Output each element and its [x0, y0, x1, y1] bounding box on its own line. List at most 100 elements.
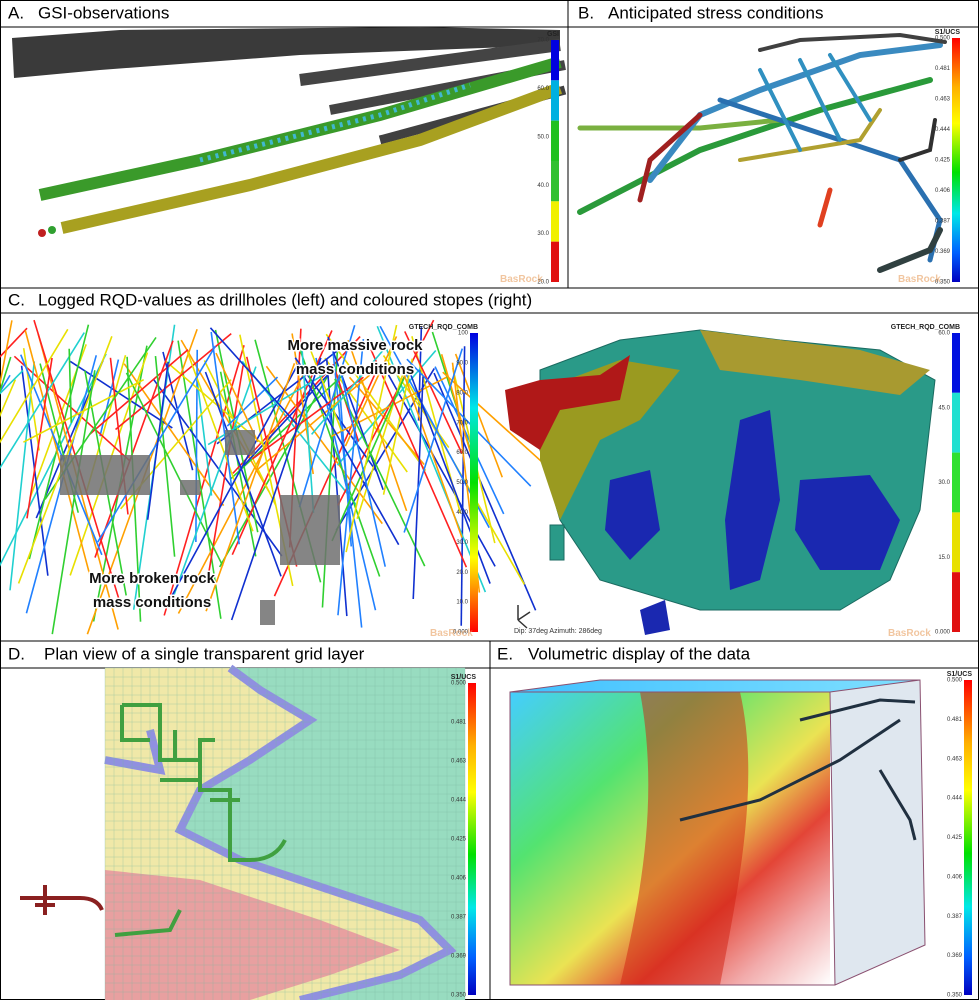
drillhole	[348, 376, 425, 466]
drillhole	[152, 378, 283, 557]
colorbar-tick-label: 0.350	[947, 993, 963, 999]
colorbar-tick-label: 0.481	[451, 720, 467, 726]
panel-title: GSI-observations	[38, 3, 169, 22]
grid-layer	[20, 664, 466, 1000]
drillhole	[209, 327, 298, 425]
drillhole	[345, 324, 398, 553]
colorbar-tick-label: 0.369	[947, 953, 963, 959]
colorbar-tick-label: 40.0	[537, 183, 549, 189]
annotation: mass conditions	[296, 361, 414, 378]
drillhole	[177, 374, 304, 614]
drillhole	[115, 332, 232, 431]
drillhole	[69, 360, 173, 429]
drillhole	[440, 354, 475, 463]
colorbar-tick-label: 0.463	[451, 759, 467, 765]
drillhole	[311, 345, 388, 435]
drillhole	[433, 372, 537, 611]
drillhole	[28, 324, 90, 560]
colorbar-tick-label: 100	[458, 331, 469, 337]
drillhole	[9, 361, 36, 591]
colorbar-title: S1/UCS	[451, 674, 477, 681]
volume	[509, 679, 926, 986]
drillhole	[340, 373, 387, 567]
panel-title: Plan view of a single transparent grid l…	[44, 644, 365, 663]
colorbar-tick-label: 30.0	[537, 231, 549, 237]
colorbar-segment	[952, 392, 960, 453]
stope	[60, 455, 150, 495]
colorbar-tick-label: 0.425	[451, 837, 467, 843]
colorbar-tick-label: 0.444	[935, 127, 951, 133]
stopes-scene	[505, 329, 936, 635]
drillhole	[123, 363, 225, 507]
drillhole	[173, 366, 257, 595]
logo: BasRock	[888, 628, 931, 639]
colorbar-segment	[551, 241, 559, 282]
drillhole	[180, 339, 270, 492]
drillhole	[205, 363, 296, 612]
drillhole	[327, 336, 384, 491]
drillhole	[337, 319, 435, 506]
drillhole	[195, 373, 213, 496]
colorbar-tick-label: 0.481	[947, 717, 963, 723]
colorbar-tick-label: 0.000	[453, 630, 469, 636]
panel-label: D.	[8, 644, 25, 663]
drillhole	[0, 379, 17, 418]
drillhole	[219, 371, 257, 557]
stope	[280, 495, 340, 565]
annotation: More broken rock	[89, 570, 216, 587]
drillhole	[403, 373, 463, 538]
colorbar-tick-label: 0.369	[935, 249, 951, 255]
colorbar-tick-label: 80.0	[456, 390, 468, 396]
colorbar-tick-label: 20.0	[537, 280, 549, 286]
panel-label: A.	[8, 3, 24, 22]
drillhole	[296, 363, 400, 546]
colorbar-tick-label: 60.0	[537, 86, 549, 92]
drillhole	[163, 345, 245, 616]
colorbar-tick-label: 70.0	[456, 420, 468, 426]
drillhole	[20, 354, 103, 556]
drillhole	[403, 348, 464, 533]
colorbar-title: S1/UCS	[935, 29, 961, 36]
colorbar-tick-label: 50.0	[537, 134, 549, 140]
colorbar-segment	[551, 161, 559, 202]
drillhole	[382, 358, 414, 495]
drillhole	[186, 352, 254, 532]
colorbar-tick-label: 10.0	[456, 600, 468, 606]
drillhole	[307, 343, 343, 432]
colorbar-tick-label: 0.500	[935, 36, 951, 42]
drillhole	[0, 332, 85, 470]
logo: BasRock	[430, 628, 473, 639]
panel-title: Anticipated stress conditions	[608, 3, 823, 22]
drillhole	[154, 355, 176, 557]
drillhole	[454, 353, 504, 478]
colorbar-tick-label: 0.406	[451, 876, 467, 882]
colorbar-tick-label: 0.387	[451, 915, 467, 921]
colorbar-tick-label: 30.0	[938, 480, 950, 486]
drillhole	[265, 365, 383, 525]
colorbar-tick-label: 0.406	[935, 188, 951, 194]
colorbar-tick-label: 0.350	[935, 280, 951, 286]
drillhole	[125, 372, 224, 567]
colorbar-segment	[952, 333, 960, 393]
colorbar-tick-label: 70.0	[537, 38, 549, 44]
colorbar-tick-label: 0.463	[935, 97, 951, 103]
colorbar-segment	[952, 512, 960, 573]
drillhole	[94, 340, 174, 558]
colorbar-ramp	[470, 333, 478, 632]
drillhole	[404, 331, 463, 454]
drillhole	[460, 346, 466, 626]
annotation: More massive rock	[287, 337, 423, 354]
drillhole	[97, 345, 217, 543]
drillhole	[301, 350, 315, 513]
colorbar-tick-label: 90.0	[456, 360, 468, 366]
drillhole	[337, 339, 365, 616]
stope	[260, 600, 275, 625]
drillhole	[256, 369, 377, 471]
annotation: mass conditions	[93, 594, 211, 611]
colorbar-tick-label: 0.444	[451, 798, 467, 804]
drillhole	[146, 361, 169, 520]
